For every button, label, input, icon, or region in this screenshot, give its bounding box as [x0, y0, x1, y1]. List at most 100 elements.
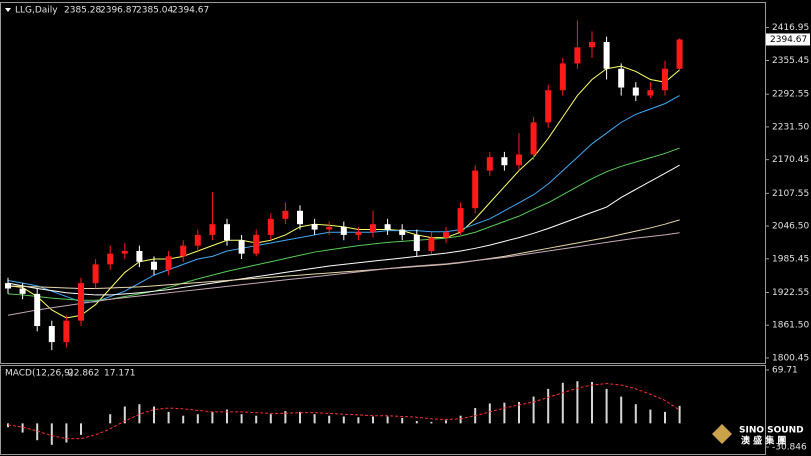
macd-bar	[226, 409, 228, 424]
candle-body	[370, 224, 376, 233]
y-tick-label: 1800.45	[772, 353, 809, 363]
candle-body	[121, 250, 128, 254]
macd-bar	[357, 417, 360, 424]
macd-bar	[138, 404, 141, 424]
candle-body	[78, 283, 84, 321]
candle-body	[428, 237, 435, 251]
candle-body	[326, 226, 333, 230]
candle-body	[209, 224, 216, 235]
candle-body	[63, 320, 70, 343]
macd-bar	[50, 423, 53, 445]
macd-bar	[576, 381, 579, 424]
macd-bar	[649, 409, 652, 424]
candle-body	[340, 226, 347, 235]
candle-body	[647, 90, 654, 96]
logo-chinese: 澳 盛 集 團	[741, 435, 786, 447]
macd-bar	[211, 411, 214, 424]
candle-body	[603, 41, 610, 69]
y-tick-label: 1922.55	[772, 288, 809, 298]
macd-bar	[401, 418, 404, 424]
logo-brand: SINO SOUND	[739, 426, 804, 436]
header-open: 2385.28	[64, 6, 101, 16]
y-tick-label: 1861.50	[772, 321, 809, 331]
candle-body	[457, 208, 464, 233]
y-tick-label: 2170.45	[772, 155, 809, 165]
macd-bar	[255, 415, 258, 424]
candle-body	[194, 234, 201, 246]
macd-bar	[605, 388, 608, 424]
candle-body	[311, 224, 318, 230]
macd-bar	[21, 423, 24, 433]
macd-bar	[634, 404, 637, 424]
macd-bar	[153, 406, 155, 424]
candle-body	[253, 234, 260, 254]
macd-bar	[342, 416, 345, 424]
menu-arrow	[5, 8, 11, 12]
candle-body	[282, 210, 289, 219]
macd-title: MACD(12,26,9)	[5, 369, 73, 379]
y-tick-label: 2292.55	[772, 90, 809, 100]
macd-bar	[620, 396, 623, 424]
macd-bar	[561, 382, 564, 424]
candle-body	[92, 264, 99, 284]
macd-bar	[196, 414, 199, 424]
macd-signal-value: 17.171	[104, 369, 136, 379]
macd-bar	[240, 414, 243, 424]
candle-body	[297, 210, 303, 225]
macd-bar	[372, 416, 374, 424]
candle-body	[267, 218, 274, 235]
macd-bar	[182, 415, 185, 424]
candle-body	[224, 224, 230, 241]
candle-body	[589, 41, 595, 48]
candle-body	[545, 90, 552, 123]
macd-bar	[445, 420, 447, 424]
y-tick-label: 2107.55	[772, 189, 809, 199]
macd-bar	[313, 414, 316, 424]
last-price-label: 2394.67	[770, 35, 807, 45]
candle-body	[238, 240, 245, 254]
header-close: 2394.67	[172, 6, 209, 16]
candle-body	[530, 122, 537, 155]
candle-body	[559, 63, 566, 91]
macd-bar	[678, 405, 681, 424]
y2-tick-label: -30.846	[772, 442, 807, 452]
moving-average	[7, 232, 680, 316]
chart-title: LLG,Daily	[15, 6, 58, 16]
macd-bar	[328, 415, 331, 424]
macd-bar	[547, 388, 550, 424]
candle-body	[399, 229, 406, 235]
candle-body	[355, 232, 362, 235]
y-tick-label: 2046.50	[772, 222, 809, 232]
candle-body	[384, 224, 391, 230]
macd-bar	[80, 423, 82, 435]
candle-body	[574, 47, 581, 64]
candle-body	[632, 87, 639, 96]
macd-bar	[518, 401, 520, 424]
macd-bar	[167, 411, 170, 424]
macd-bar	[503, 402, 506, 424]
macd-panel-frame	[0, 365, 766, 455]
macd-bar	[664, 411, 666, 424]
y-tick-label: 2416.95	[772, 23, 809, 33]
macd-bar	[36, 423, 39, 441]
macd-bar	[415, 421, 418, 424]
candle-body	[472, 170, 479, 209]
candle-body	[48, 326, 55, 343]
logo-diamond	[712, 424, 732, 444]
candle-body	[34, 293, 41, 327]
candle-body	[107, 253, 114, 265]
header-high: 2396.87	[100, 6, 137, 16]
last-price-box	[766, 33, 810, 46]
macd-bar	[532, 396, 535, 424]
macd-bar	[488, 403, 491, 424]
macd-bar	[284, 411, 287, 424]
candle-body	[180, 245, 187, 257]
candle-body	[165, 256, 172, 270]
macd-bar	[269, 414, 272, 424]
macd-main-value: 22.862	[68, 369, 100, 379]
candle-body	[486, 157, 493, 171]
signal-line	[7, 383, 680, 440]
